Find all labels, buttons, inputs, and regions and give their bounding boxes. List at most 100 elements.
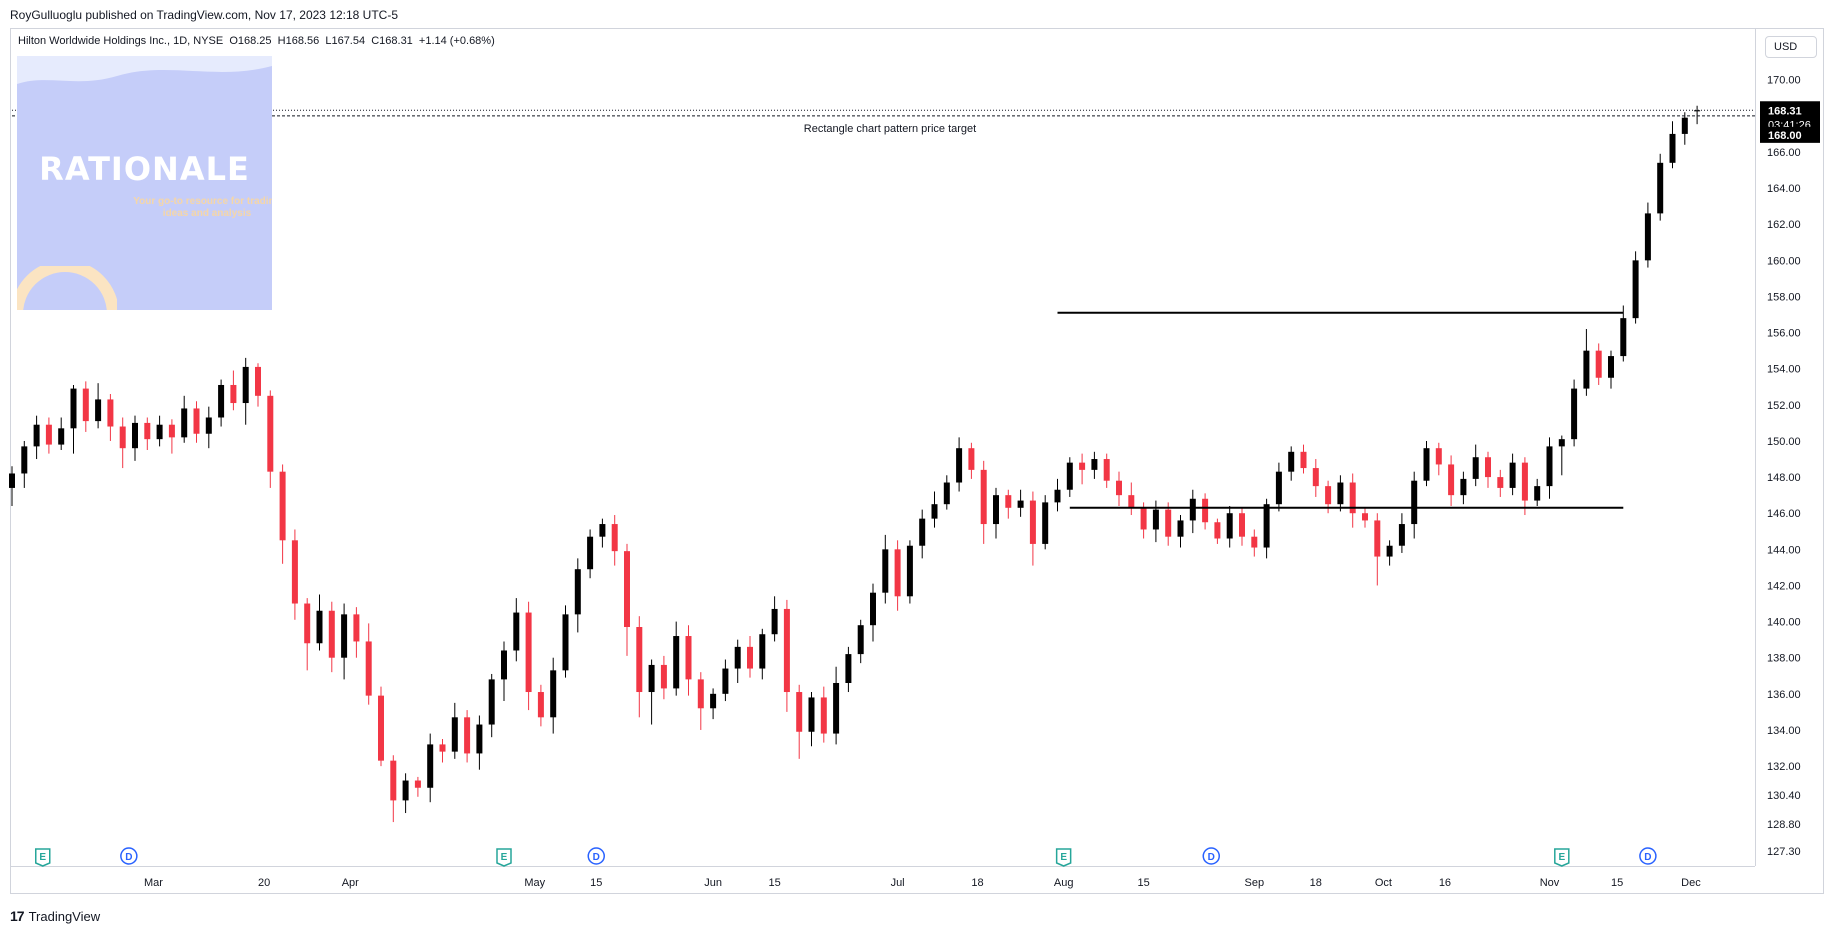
candle-body [1275, 471, 1282, 505]
candle-body [501, 650, 507, 680]
candle-body [599, 524, 606, 537]
candle-body [1325, 486, 1332, 505]
tradingview-logo[interactable]: 17 TradingView [10, 908, 100, 924]
candle-body [390, 760, 397, 801]
candle-body [279, 471, 286, 541]
dividend-marker-icon [587, 847, 605, 865]
candle-body [291, 540, 298, 604]
candle-body [1448, 464, 1455, 496]
dividend-marker-icon [120, 847, 138, 865]
candle-body [82, 388, 89, 422]
x-tick-label: 15 [768, 877, 780, 889]
tradingview-brand: TradingView [28, 908, 101, 924]
candle-body [1152, 509, 1159, 530]
y-tick-label: 154.00 [1767, 364, 1801, 376]
candle-body [1349, 482, 1356, 514]
price-axis[interactable] [1755, 28, 1824, 866]
candle-body [21, 446, 28, 474]
candle-body [488, 679, 495, 725]
candle-body [1091, 459, 1098, 470]
x-tick-label: 20 [258, 877, 270, 889]
y-tick-label: 152.00 [1767, 400, 1801, 412]
candle-body [365, 641, 372, 696]
dividend-marker-label: D [593, 852, 600, 863]
candle-body [845, 654, 852, 683]
candle-body [328, 610, 335, 658]
candle-body [1497, 477, 1504, 488]
x-tick-label: Jun [704, 877, 722, 889]
candle-body [144, 422, 151, 440]
candle-body [1140, 507, 1147, 530]
candle-body [1632, 260, 1639, 319]
candle-body [193, 408, 200, 434]
y-tick-label: 148.00 [1767, 472, 1801, 484]
x-tick-label: Oct [1375, 877, 1392, 889]
candle-body [796, 692, 803, 732]
candle-body [353, 614, 360, 642]
candle-body [304, 603, 311, 644]
dividend-marker-label: D [125, 852, 132, 863]
y-tick-label: 166.00 [1767, 147, 1801, 159]
candle-body [9, 473, 15, 488]
candle-body [1300, 451, 1307, 469]
candle-body [882, 549, 889, 593]
candle-body [734, 646, 741, 669]
candle-body [673, 636, 680, 689]
candle-body [242, 366, 249, 404]
candle-body [1534, 486, 1541, 501]
candle-body [119, 426, 126, 449]
candle-body [1374, 520, 1381, 557]
publish-header: RoyGulluoglu published on TradingView.co… [0, 0, 1835, 28]
candle-body [1485, 457, 1491, 478]
candle-body [771, 608, 778, 635]
candle-body [205, 417, 212, 434]
candle-body [968, 448, 975, 470]
candle-body [58, 428, 65, 445]
candle-body [624, 551, 630, 628]
candle-body [648, 664, 655, 693]
badge-wave-shape [17, 56, 272, 84]
candle-body [906, 545, 913, 597]
currency-button[interactable]: USD [1765, 36, 1817, 58]
publish-info: RoyGulluoglu published on TradingView.co… [10, 8, 399, 22]
candle-body [710, 693, 717, 709]
y-tick-label: 134.00 [1767, 725, 1801, 737]
time-axis-divider [10, 866, 1755, 867]
dividend-marker-label: D [1644, 852, 1651, 863]
y-tick-label: 160.00 [1767, 255, 1801, 267]
x-tick-label: Nov [1540, 877, 1560, 889]
dividend-marker-label: D [1208, 852, 1215, 863]
candle-body [1177, 520, 1184, 537]
candle-body [820, 697, 827, 734]
dividend-marker-icon [1202, 847, 1220, 865]
chart-frame[interactable] [10, 28, 1824, 894]
candle-body [132, 422, 138, 449]
candle-body [857, 625, 864, 655]
footer-bar [0, 894, 1835, 931]
candle-body [747, 646, 753, 669]
candle-body [464, 717, 471, 754]
candle-body [759, 634, 766, 669]
earnings-marker-icon [496, 848, 512, 867]
earnings-marker-icon [35, 848, 51, 867]
candle-body [414, 780, 421, 788]
y-tick-label: 130.40 [1767, 790, 1801, 802]
x-tick-label: 15 [1137, 877, 1149, 889]
x-tick-label: 16 [1439, 877, 1451, 889]
x-tick-label: 15 [590, 877, 602, 889]
candle-body [1054, 489, 1061, 503]
x-tick-label: Sep [1245, 877, 1265, 889]
rationale-badge: RATIONALE Your go-to resource for tradin… [17, 56, 272, 310]
candle-body [1694, 110, 1701, 112]
candle-body [1066, 462, 1073, 490]
candle-body [1005, 495, 1012, 508]
candle-body [587, 536, 594, 570]
candle-body [230, 384, 237, 404]
candle-body [513, 612, 520, 651]
x-tick-label: May [524, 877, 545, 889]
y-tick-label: 162.00 [1767, 219, 1801, 231]
candle-body [1472, 457, 1479, 479]
candle-body [1362, 513, 1368, 521]
candle-body [1620, 318, 1627, 357]
